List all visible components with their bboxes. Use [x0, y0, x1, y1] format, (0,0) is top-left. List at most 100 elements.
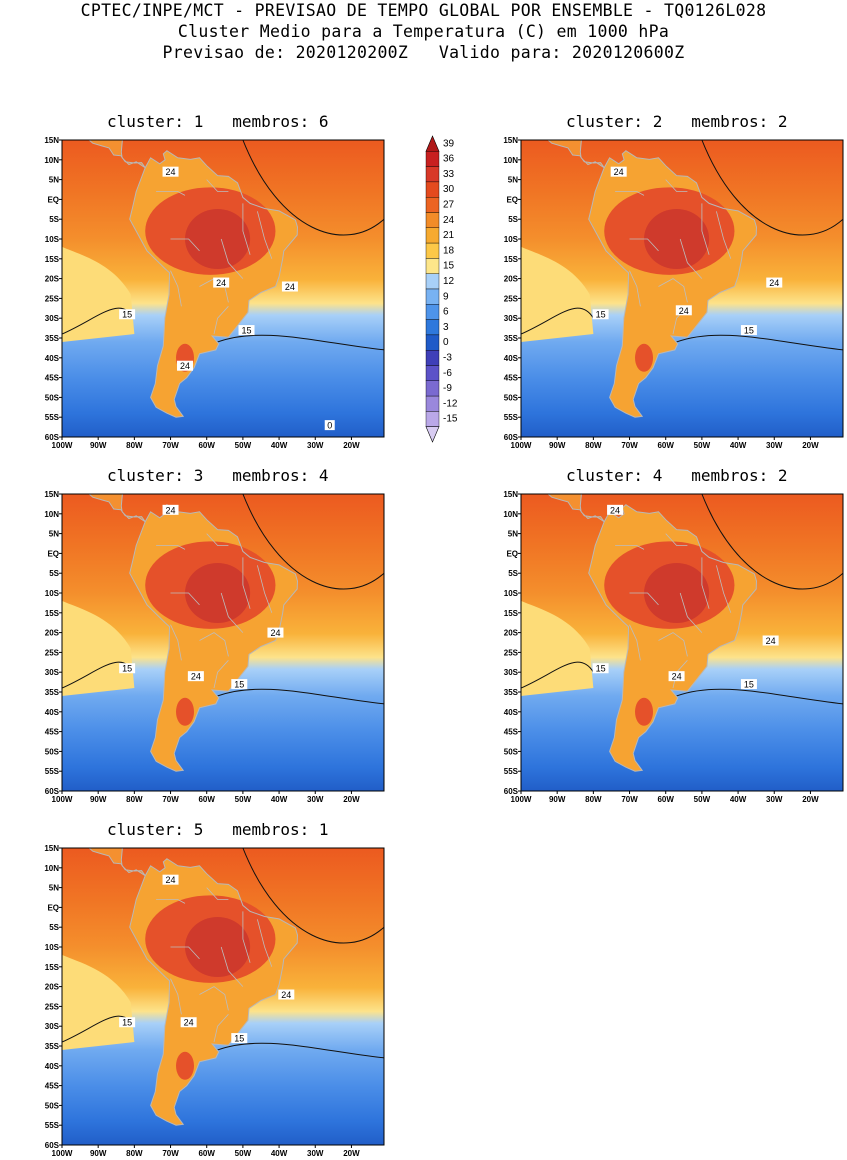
- colorbar-label: 24: [443, 215, 455, 226]
- lat-tick-label: 10S: [504, 589, 519, 598]
- country-border: [170, 592, 200, 606]
- lat-tick-label: 10S: [45, 943, 60, 952]
- lon-tick-label: 60W: [198, 795, 215, 804]
- lat-tick-label: 20S: [45, 629, 60, 638]
- lon-tick-label: 60W: [657, 441, 674, 450]
- hottest-core: [185, 209, 251, 269]
- colorbar-label: -3: [443, 353, 452, 364]
- contour-24-atlantic: [701, 140, 843, 236]
- lon-tick-label: 100W: [52, 1149, 73, 1158]
- country-border: [206, 179, 229, 192]
- lat-tick-label: 15S: [504, 609, 519, 618]
- country-border: [213, 306, 229, 335]
- lon-tick-label: 20W: [343, 795, 360, 804]
- colorbar-label: 15: [443, 261, 455, 272]
- country-border: [665, 179, 688, 192]
- colorbar-label: 30: [443, 184, 455, 195]
- colorbar-label: -15: [443, 414, 458, 425]
- lon-tick-label: 50W: [694, 441, 711, 450]
- contour-label: 24: [610, 505, 620, 515]
- country-border: [156, 899, 186, 904]
- title-line-1: CPTEC/INPE/MCT - PREVISAO DE TEMPO GLOBA…: [80, 1, 767, 20]
- lat-tick-label: 20S: [504, 629, 519, 638]
- country-border: [220, 946, 244, 987]
- colorbar-swatch: [425, 196, 440, 213]
- lat-tick-label: 5S: [508, 569, 518, 578]
- contour-label: 24: [672, 672, 682, 682]
- hottest-core: [185, 563, 251, 623]
- lat-tick-label: 60S: [504, 787, 519, 796]
- lat-tick-label: 40S: [45, 354, 60, 363]
- central-america-field: [89, 848, 146, 876]
- lat-tick-label: 20S: [45, 983, 60, 992]
- colorbar-swatch: [425, 212, 440, 229]
- colorbar-swatch: [425, 304, 440, 320]
- contour-label: 15: [744, 326, 754, 336]
- hottest-core: [185, 917, 251, 977]
- country-border: [257, 565, 273, 613]
- lat-tick-label: 5N: [49, 884, 59, 893]
- contour-label: 24: [216, 278, 226, 288]
- lat-tick-label: 25S: [45, 1002, 60, 1011]
- contour-24-atlantic: [242, 140, 384, 236]
- contour-label-box: [281, 281, 298, 292]
- contour-label-box: [668, 671, 685, 682]
- contour-label: 15: [596, 310, 606, 320]
- contour-label: 24: [166, 875, 176, 885]
- country-border: [242, 203, 251, 255]
- colorbar-label: -6: [443, 368, 452, 379]
- country-border: [615, 545, 645, 550]
- map-frame: [520, 139, 844, 438]
- lat-tick-label: 10S: [504, 235, 519, 244]
- lat-tick-label: 55S: [45, 1121, 60, 1130]
- pacific-cool-region: [521, 246, 594, 342]
- colorbar-swatch: [425, 365, 440, 382]
- country-border: [629, 270, 641, 307]
- lat-tick-label: 30S: [45, 668, 60, 677]
- lat-tick-label: EQ: [506, 195, 518, 204]
- country-border: [701, 557, 710, 609]
- lon-tick-label: 80W: [585, 441, 602, 450]
- country-border: [679, 592, 703, 633]
- lon-tick-label: 70W: [621, 795, 638, 804]
- country-border: [206, 887, 229, 900]
- contour-label-box: [162, 504, 179, 515]
- lon-tick-label: 90W: [90, 441, 107, 450]
- contour-label: 24: [184, 1018, 194, 1028]
- colorbar-swatch: [425, 242, 440, 259]
- contour-label-box: [238, 325, 255, 336]
- contour-24-atlantic: [701, 494, 843, 590]
- lon-tick-label: 40W: [271, 795, 288, 804]
- lat-tick-label: 55S: [45, 767, 60, 776]
- lon-tick-label: 40W: [730, 441, 747, 450]
- lat-tick-label: 40S: [45, 708, 60, 717]
- colorbar-label: -12: [443, 398, 458, 409]
- lat-tick-label: 50S: [504, 393, 519, 402]
- country-border: [156, 545, 186, 550]
- country-border: [629, 238, 659, 252]
- lat-tick-label: 15S: [504, 255, 519, 264]
- temperature-map-cluster-5: 24 24 24 15 15 15N 10N 5N EQ 5S 10S 15S 20S 25S 30S 35S…: [44, 844, 385, 1158]
- country-border: [242, 557, 251, 609]
- colorbar-swatch: [425, 411, 440, 427]
- colorbar-swatch: [425, 166, 440, 183]
- lat-tick-label: 5S: [49, 569, 59, 578]
- colorbar-top-arrow: [425, 135, 440, 152]
- country-border: [701, 203, 710, 255]
- lat-tick-label: 35S: [45, 688, 60, 697]
- contour-label-box: [675, 305, 692, 316]
- coastline: [588, 504, 758, 772]
- lon-tick-label: 90W: [549, 441, 566, 450]
- lat-tick-label: 25S: [45, 648, 60, 657]
- contour-label: 15: [744, 680, 754, 690]
- lon-tick-label: 30W: [307, 795, 324, 804]
- colorbar-label: -9: [443, 383, 452, 394]
- lat-tick-label: EQ: [47, 549, 59, 558]
- lat-tick-label: 45S: [504, 728, 519, 737]
- colorbar-swatch: [425, 227, 440, 244]
- lon-tick-label: 30W: [766, 795, 783, 804]
- lat-tick-label: 15N: [44, 136, 59, 145]
- lat-tick-label: 45S: [45, 728, 60, 737]
- lat-tick-label: 60S: [504, 433, 519, 442]
